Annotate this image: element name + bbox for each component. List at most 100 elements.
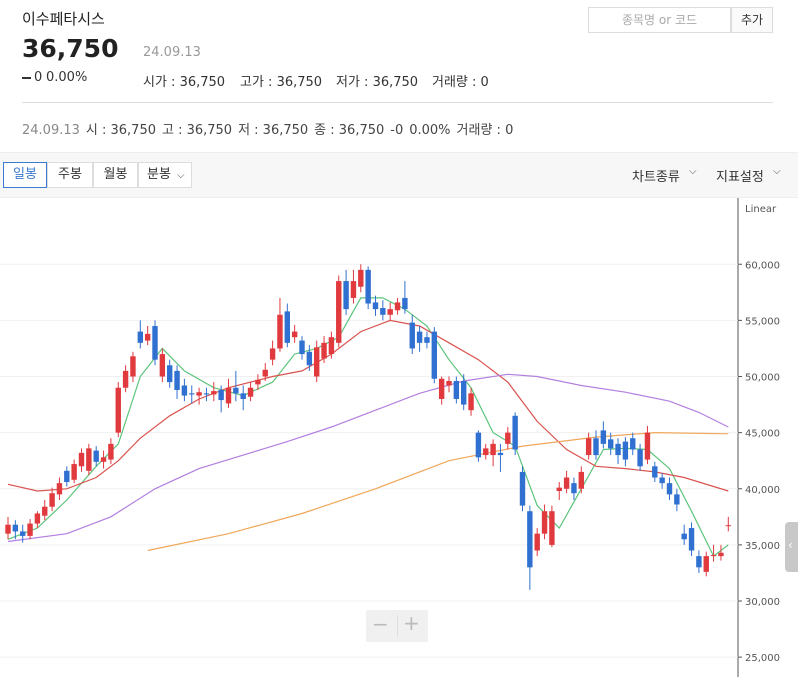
menu[interactable]: 지표설정	[716, 170, 764, 185]
candle-body	[93, 450, 99, 462]
candle-body	[505, 432, 511, 444]
candle-body	[71, 464, 77, 480]
summary-item: 종 : 36,750	[314, 123, 385, 138]
candle-body	[402, 297, 408, 310]
candle-body	[269, 348, 276, 360]
candle-body	[446, 380, 452, 386]
candle-body	[240, 393, 246, 399]
candle-body	[380, 308, 386, 315]
candle-body	[652, 466, 658, 478]
candle-body	[556, 487, 562, 492]
side-handle[interactable]: ‹	[785, 522, 798, 572]
candle-body	[100, 457, 107, 462]
candle-body	[203, 393, 210, 395]
candle-body	[365, 269, 371, 304]
candle-body	[12, 524, 19, 532]
candle-body	[137, 331, 143, 343]
candle-body	[350, 281, 357, 298]
candle-body	[424, 337, 430, 343]
y-tick-label: 60,000	[745, 260, 780, 271]
candle-body	[358, 269, 364, 287]
candle-body	[336, 281, 342, 343]
search-input[interactable]: 종목명 or 코드	[588, 7, 731, 33]
candle-body	[453, 380, 460, 399]
candle-body	[247, 387, 254, 397]
summary-item: 저 : 36,750	[238, 123, 309, 138]
candle-body	[681, 533, 687, 540]
candle-body	[233, 387, 239, 394]
candle-body	[56, 483, 63, 495]
candle-body	[666, 483, 673, 495]
candle-body	[630, 438, 636, 450]
y-tick-label: 45,000	[745, 429, 780, 440]
candle-body	[710, 554, 717, 557]
candle-body	[181, 385, 188, 396]
candle-body	[42, 506, 48, 516]
candle-body	[394, 302, 401, 311]
candle-body	[696, 556, 702, 568]
change: 0	[34, 70, 43, 85]
candle-body	[328, 337, 335, 355]
menu[interactable]: 차트종류	[632, 170, 680, 185]
candle-body	[314, 347, 320, 377]
candle-body	[130, 356, 136, 377]
tab[interactable]: 월봉	[93, 162, 138, 188]
tab[interactable]: 주봉	[47, 162, 93, 188]
summary-item: 0.00%	[409, 123, 451, 138]
candle-body	[372, 302, 379, 310]
candle-body	[416, 331, 423, 343]
candle-body	[674, 494, 680, 505]
candle-body	[703, 556, 709, 572]
candle-body	[637, 449, 643, 467]
y-tick-label: 35,000	[745, 541, 780, 552]
candle-body	[49, 493, 55, 507]
candle-body	[64, 470, 70, 483]
summary: 24.09.13 시 : 36,750 고 : 36,750 저 : 36,750 종 …	[22, 119, 519, 138]
summary-date: 24.09.13	[22, 123, 80, 138]
candle-body	[718, 552, 724, 557]
tab[interactable]: 일봉	[3, 162, 47, 188]
candle-body	[512, 415, 518, 450]
candle-body	[196, 392, 202, 396]
candle-body	[27, 523, 33, 536]
moving-average	[7, 319, 729, 492]
candle-body	[549, 511, 555, 545]
y-tick-label: 55,000	[745, 316, 780, 327]
candle-body	[534, 533, 540, 551]
handle-arrow: ‹	[788, 538, 793, 552]
candle-body	[622, 441, 629, 460]
candle-body	[174, 370, 180, 390]
zoom-in[interactable]: +	[403, 611, 420, 635]
y-tick-label: 40,000	[745, 485, 780, 496]
candle-body	[5, 524, 11, 534]
candle-body	[483, 448, 489, 456]
y-tick-label: 30,000	[745, 597, 780, 608]
candle-body	[144, 333, 151, 341]
candle-body	[108, 443, 114, 460]
candle-body	[519, 471, 526, 506]
zoom-out[interactable]: −	[372, 612, 389, 636]
moving-average	[147, 431, 729, 552]
candle-body	[167, 365, 173, 383]
candle-body	[299, 340, 305, 355]
stat: 거래량 : 0	[432, 75, 489, 90]
candle-body	[527, 511, 533, 568]
candle-body	[409, 322, 415, 349]
chevron: ⌵	[773, 166, 781, 177]
y-tick-label: 50,000	[745, 373, 780, 384]
y-tick-label: 25,000	[745, 653, 780, 664]
moving-average	[7, 373, 729, 543]
separator	[22, 102, 773, 103]
candle-body	[461, 380, 467, 405]
candle-body	[159, 354, 166, 377]
candle-body	[563, 477, 570, 489]
summary-item: -0	[390, 123, 404, 138]
tab[interactable]: 분봉	[138, 162, 192, 188]
add-button[interactable]: 추가	[731, 7, 773, 33]
candle-body	[585, 438, 592, 456]
candle-body	[20, 531, 26, 536]
candle-body	[578, 471, 584, 489]
price: 36,750	[22, 34, 119, 63]
stat: 고가 : 36,750	[240, 75, 323, 90]
